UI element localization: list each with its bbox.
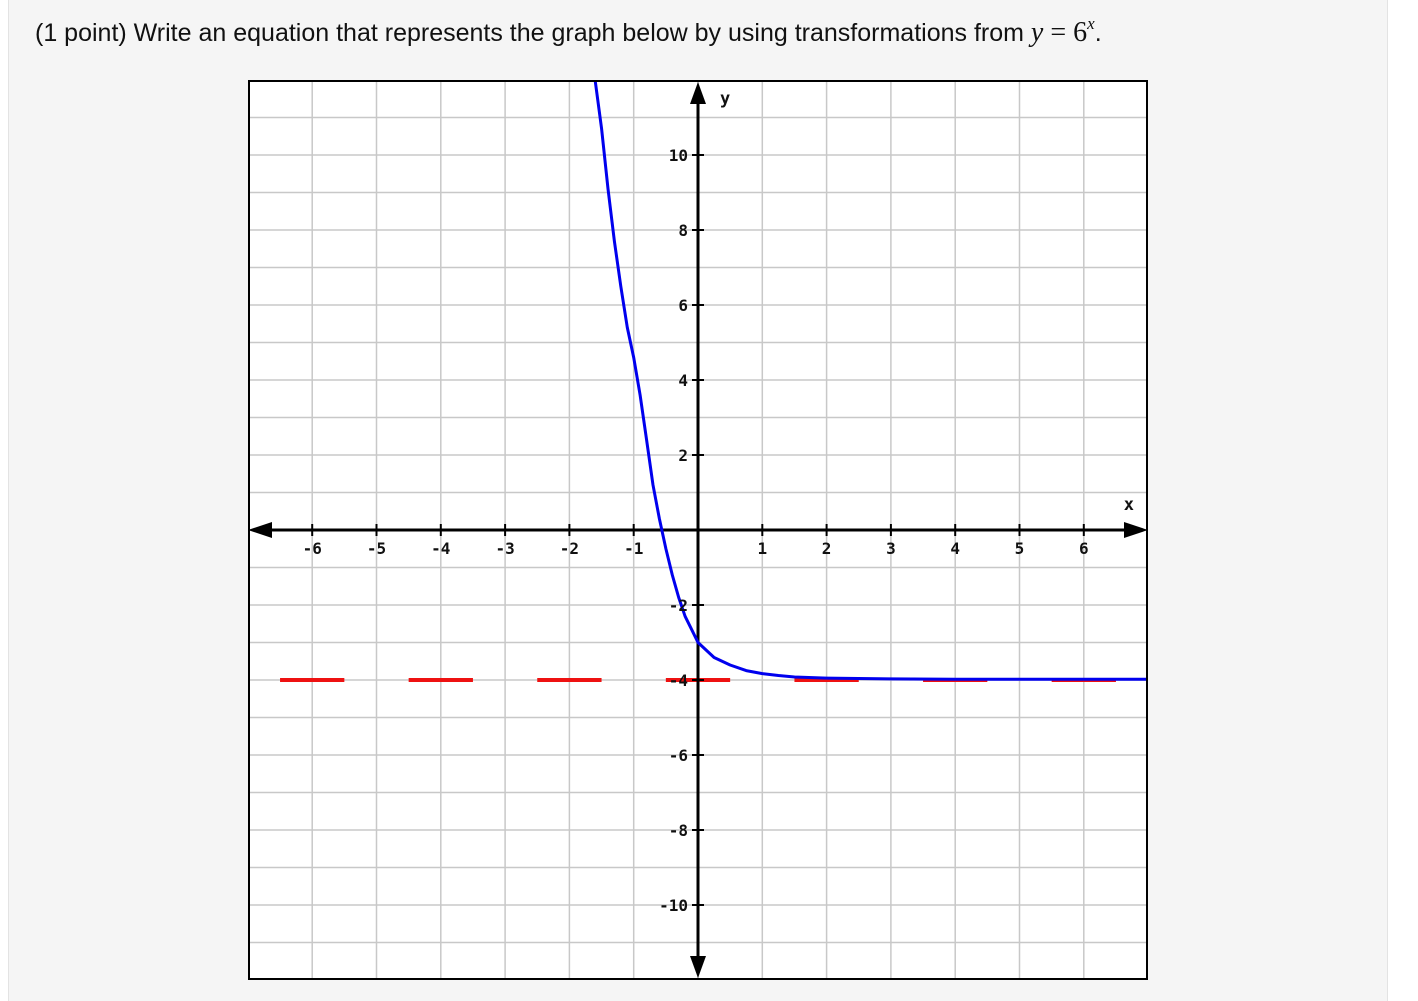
y-tick-label: 10 — [669, 146, 688, 165]
x-tick-label: -1 — [624, 539, 643, 558]
x-tick-label: 1 — [757, 539, 767, 558]
x-axis-left-arrow — [248, 522, 272, 538]
y-tick-label: -2 — [669, 596, 688, 615]
y-tick-label: -4 — [669, 671, 688, 690]
x-tick-label: -2 — [560, 539, 579, 558]
y-tick-label: -8 — [669, 821, 688, 840]
graph-border — [248, 80, 1148, 980]
function-graph: -6 -5 -4 -3 -2 -1 1 2 3 4 5 6 10 8 6 4 2 -2 -4 -6 -8 -10 x y — [248, 80, 1148, 980]
x-tick-label: 2 — [822, 539, 832, 558]
math-exp: x — [1087, 14, 1095, 33]
y-tick-label: -10 — [659, 896, 688, 915]
x-axis-right-arrow — [1124, 522, 1148, 538]
x-tick-label: -4 — [431, 539, 450, 558]
graph-container: -6 -5 -4 -3 -2 -1 1 2 3 4 5 6 10 8 6 4 2 -2 -4 -6 -8 -10 x y — [248, 80, 1148, 980]
question-suffix: . — [1094, 19, 1102, 47]
y-axis-up-arrow — [690, 82, 706, 104]
y-tick-label: 4 — [678, 371, 688, 390]
x-tick-label: -5 — [367, 539, 386, 558]
exponential-curve — [593, 80, 1148, 681]
equation-math: y = 6x — [1030, 14, 1095, 48]
question-prefix: (1 point) Write an equation that represe… — [35, 19, 1024, 47]
y-tick-label: -6 — [669, 746, 688, 765]
x-tick-label: 3 — [886, 539, 896, 558]
x-axis-label: x — [1124, 495, 1134, 515]
question-text: (1 point) Write an equation that represe… — [35, 14, 1102, 49]
y-axis-label: y — [720, 89, 730, 109]
y-tick-label: 2 — [678, 446, 688, 465]
x-tick-label: 6 — [1079, 539, 1089, 558]
y-tick-label: 8 — [678, 221, 688, 240]
x-tick-label: -6 — [303, 539, 322, 558]
math-var: y — [1030, 17, 1044, 48]
y-tick-label: 6 — [678, 296, 688, 315]
x-tick-label: -3 — [495, 539, 514, 558]
math-eq: = 6 — [1043, 17, 1088, 48]
x-tick-label: 4 — [950, 539, 960, 558]
x-tick-label: 5 — [1015, 539, 1025, 558]
y-axis-down-arrow — [690, 956, 706, 978]
